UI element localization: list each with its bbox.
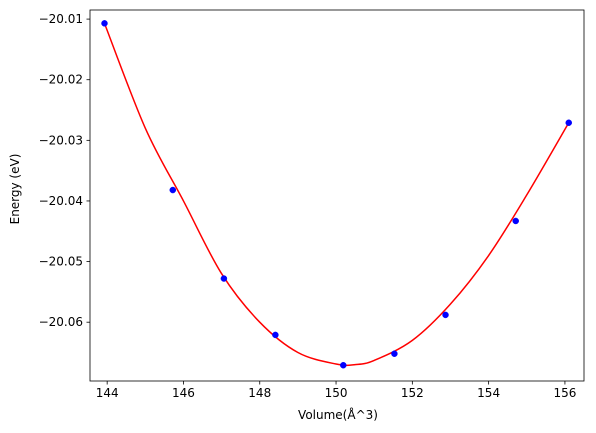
x-tick-label: 152 <box>401 386 424 400</box>
data-point <box>565 119 572 127</box>
data-point <box>169 186 177 194</box>
y-tick-label: −20.05 <box>39 255 83 269</box>
y-tick-label: −20.01 <box>39 12 83 26</box>
x-tick-label: 146 <box>172 386 195 400</box>
x-tick-label: 144 <box>96 386 119 400</box>
data-point <box>220 275 228 282</box>
data-point <box>101 20 108 27</box>
data-point <box>340 361 347 369</box>
data-point <box>272 331 279 339</box>
y-axis-title: Energy (eV) <box>8 154 22 225</box>
data-marks <box>101 20 572 369</box>
y-tick-label: −20.04 <box>39 194 83 208</box>
x-axis-title: Volume(Å^3) <box>298 407 378 422</box>
x-tick-label: 150 <box>325 386 348 400</box>
data-point <box>391 350 398 357</box>
data-point <box>512 217 519 225</box>
x-tick-label: 154 <box>477 386 500 400</box>
data-point <box>442 311 449 319</box>
x-tick-label: 156 <box>553 386 576 400</box>
y-tick-label: −20.06 <box>39 315 83 329</box>
y-tick-label: −20.02 <box>39 73 83 87</box>
axes: 144 146 148 150 152 154 156 −20.01 −20.02 −20.03 −… <box>39 9 585 400</box>
x-tick-label: 148 <box>248 386 271 400</box>
plot-frame <box>89 9 585 382</box>
y-tick-label: −20.03 <box>39 133 83 147</box>
